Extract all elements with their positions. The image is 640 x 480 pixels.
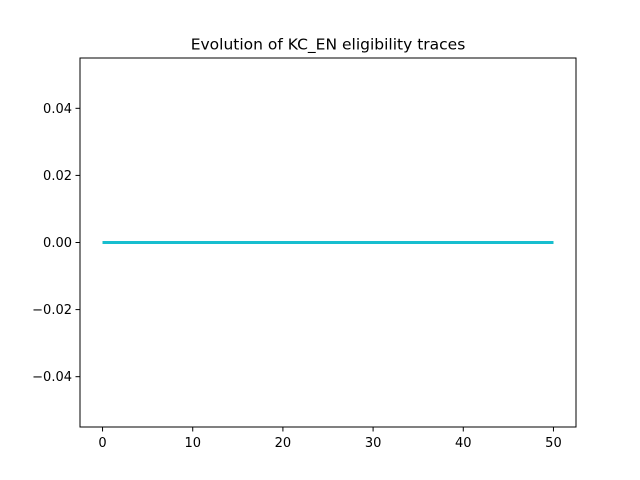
y-tick-label: 0.04 xyxy=(43,102,72,117)
x-tick-label: 0 xyxy=(98,436,106,451)
y-tick-label: −0.04 xyxy=(32,370,72,385)
y-tick-label: −0.02 xyxy=(32,303,72,318)
x-tick-label: 10 xyxy=(184,436,201,451)
y-tick-label: 0.02 xyxy=(43,169,72,184)
chart-title: Evolution of KC_EN eligibility traces xyxy=(191,36,466,55)
x-tick-label: 40 xyxy=(455,436,472,451)
x-tick-label: 20 xyxy=(275,436,292,451)
x-tick-label: 50 xyxy=(545,436,562,451)
y-tick-label: 0.00 xyxy=(43,236,72,251)
y-axis: 0.04 0.02 0.00 −0.02 −0.04 xyxy=(32,102,80,385)
x-tick-label: 30 xyxy=(365,436,382,451)
x-axis: 0 10 20 30 40 50 xyxy=(98,427,562,451)
